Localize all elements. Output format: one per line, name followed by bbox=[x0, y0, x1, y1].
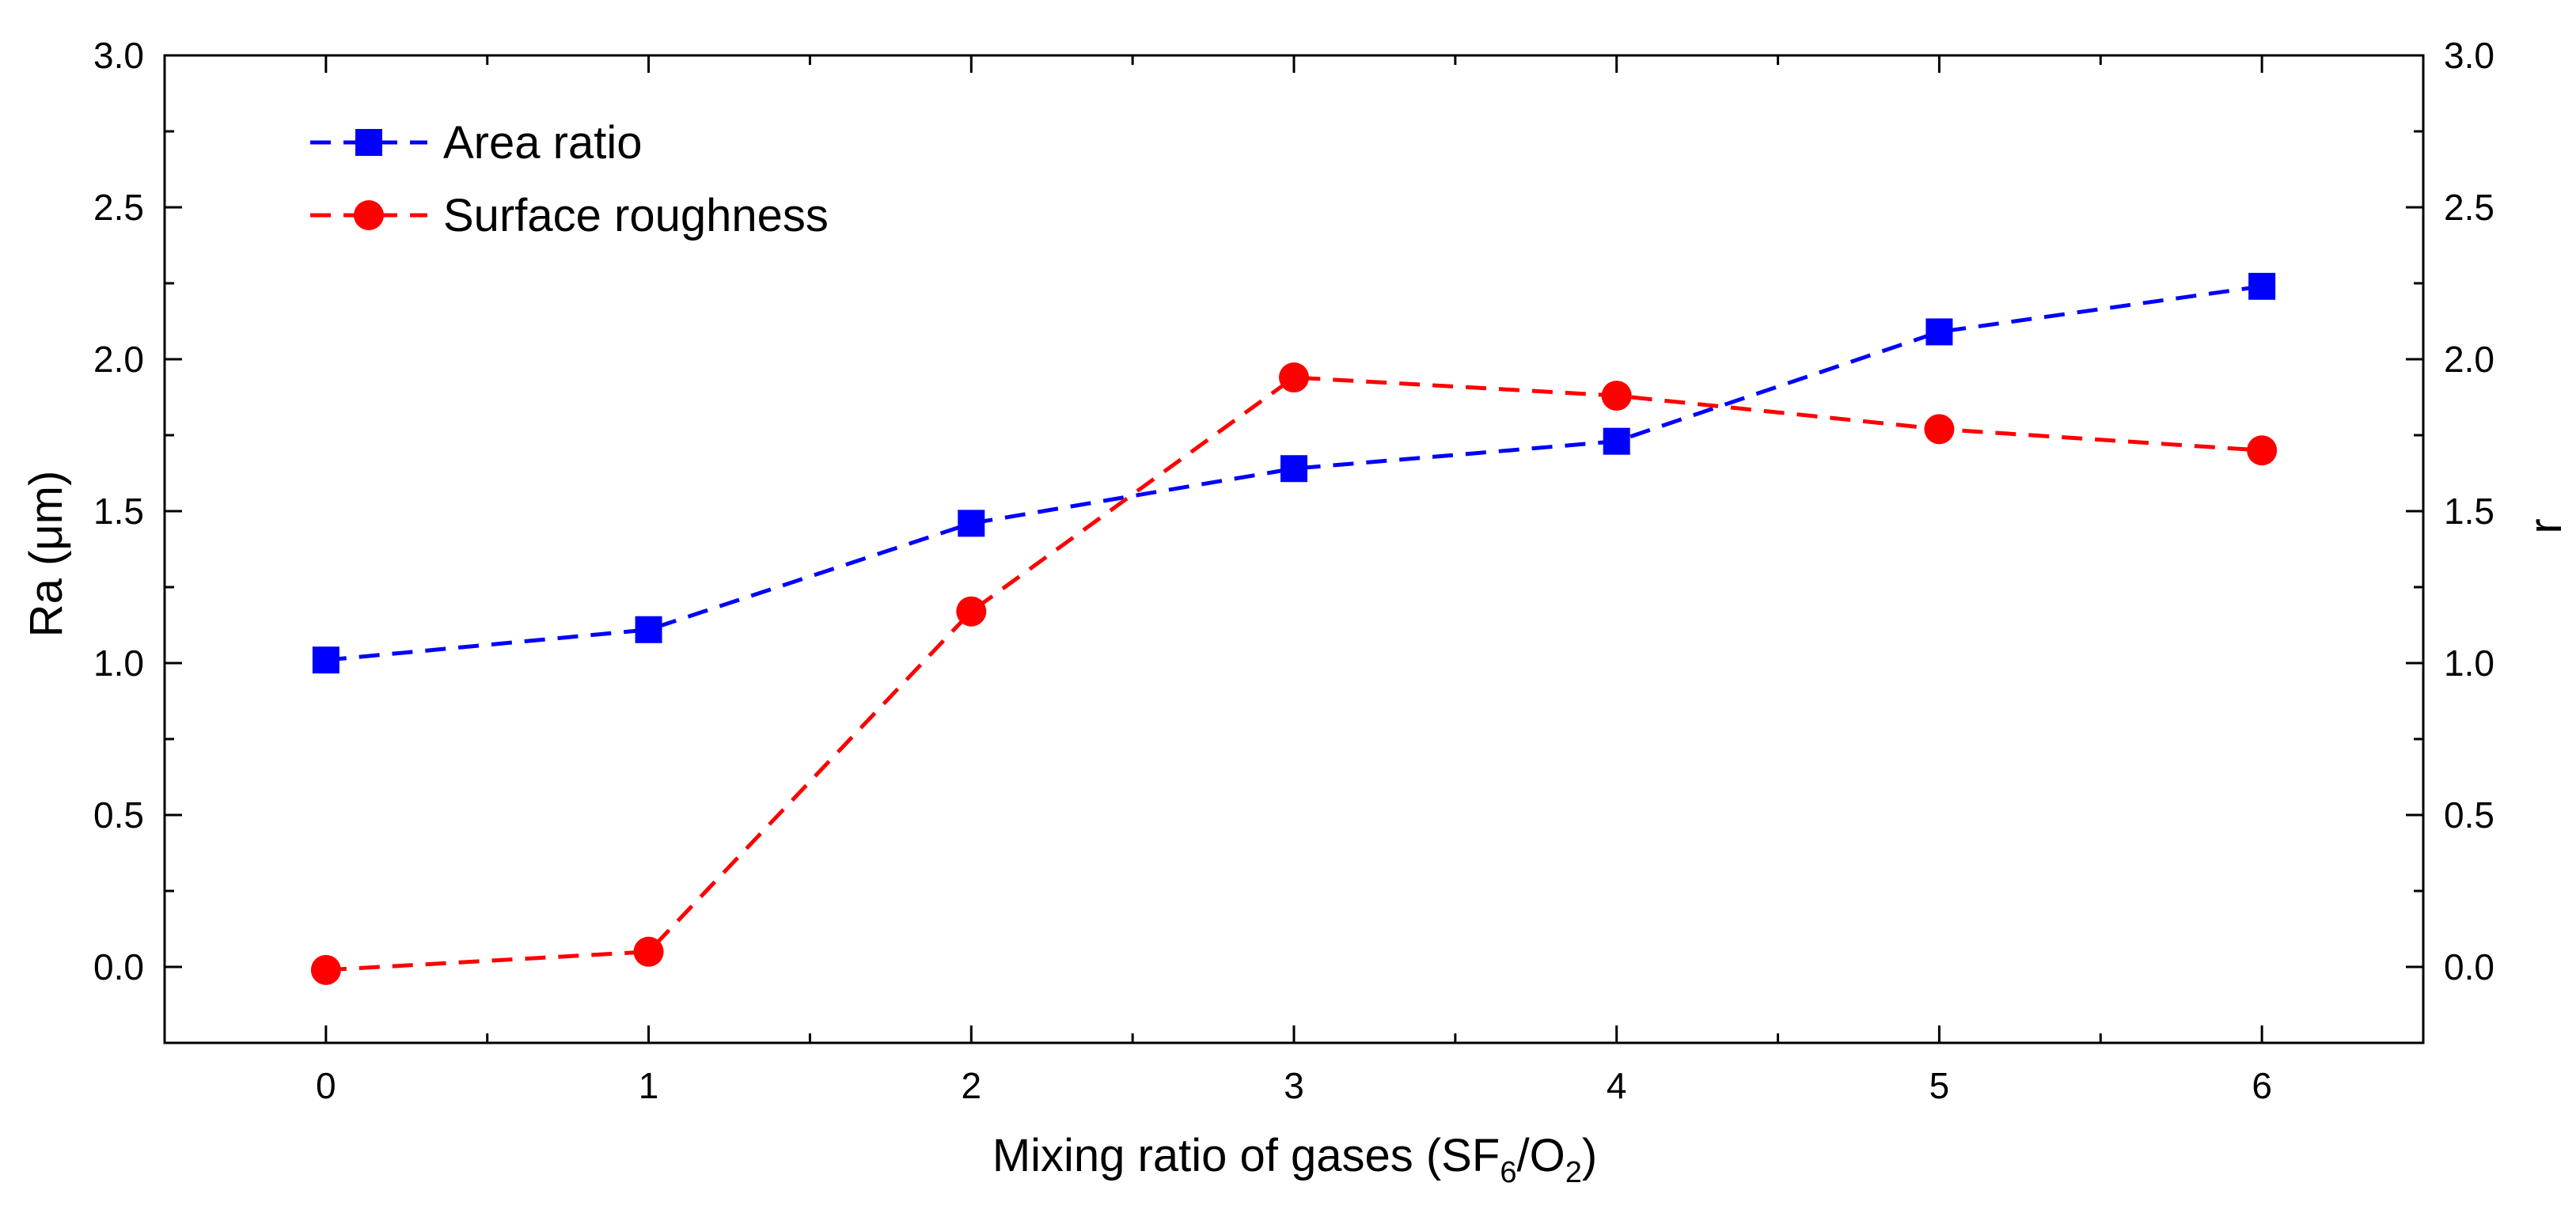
y-tick-label: 2.5 bbox=[93, 187, 144, 228]
data-point-square bbox=[958, 510, 985, 537]
data-point-circle bbox=[310, 954, 341, 985]
x-tick-label: 3 bbox=[1284, 1065, 1304, 1106]
data-point-square bbox=[635, 616, 662, 643]
x-tick-label: 5 bbox=[1929, 1065, 1950, 1106]
data-point-circle bbox=[1601, 381, 1632, 411]
y2-tick-label: 2.0 bbox=[2444, 339, 2494, 380]
x-axis-title-prefix: Mixing ratio of gases (SF bbox=[992, 1130, 1500, 1181]
y-tick-label: 2.0 bbox=[93, 339, 144, 380]
series-area-ratio bbox=[312, 272, 2276, 674]
legend-entry: Surface roughness bbox=[310, 190, 829, 241]
legend-marker-square bbox=[355, 129, 382, 156]
y2-tick-label: 0.5 bbox=[2444, 794, 2494, 836]
x-axis-title-sub2: 2 bbox=[1565, 1156, 1582, 1189]
legend-marker-circle bbox=[354, 200, 384, 230]
legend-entry: Area ratio bbox=[310, 117, 642, 169]
legend: Area ratio Surface roughness bbox=[310, 117, 829, 241]
y2-tick-label: 3.0 bbox=[2444, 35, 2494, 76]
y2-axis-title: r bbox=[2520, 518, 2571, 533]
x-tick-label: 1 bbox=[639, 1065, 659, 1106]
data-point-circle bbox=[2247, 435, 2278, 466]
x-tick-label: 6 bbox=[2252, 1065, 2272, 1106]
data-point-square bbox=[1925, 318, 1953, 346]
y-tick-label: 1.0 bbox=[93, 643, 144, 684]
x-tick-label: 2 bbox=[961, 1065, 981, 1106]
series-surface-roughness bbox=[310, 362, 2278, 985]
y-axis-title: Ra (μm) bbox=[21, 471, 72, 638]
data-point-circle bbox=[633, 936, 664, 967]
x-axis-title-suffix: ) bbox=[1582, 1130, 1597, 1181]
y-tick-label: 0.0 bbox=[93, 946, 144, 987]
axes: 0 1 2 3 4 5 6 0.0 0.0 0.5 0.5 1.0 1.0 1.5 1.5 2.0 2.0 2.5… bbox=[93, 35, 2494, 1106]
y2-tick-label: 1.5 bbox=[2444, 491, 2494, 532]
legend-label: Area ratio bbox=[443, 117, 642, 169]
y-tick-label: 1.5 bbox=[93, 491, 144, 532]
legend-label: Surface roughness bbox=[443, 190, 829, 241]
x-axis-title: Mixing ratio of gases (SF6/O2) bbox=[992, 1130, 1597, 1189]
data-point-square bbox=[1280, 455, 1307, 483]
data-point-square bbox=[2248, 272, 2276, 300]
y2-tick-label: 2.5 bbox=[2444, 187, 2494, 228]
y-tick-label: 0.5 bbox=[93, 794, 144, 836]
y2-tick-label: 1.0 bbox=[2444, 643, 2494, 684]
data-point-square bbox=[312, 646, 340, 674]
data-point-square bbox=[1603, 427, 1630, 455]
y-tick-label: 3.0 bbox=[93, 35, 144, 76]
x-tick-label: 4 bbox=[1607, 1065, 1627, 1106]
data-point-circle bbox=[956, 596, 987, 627]
y2-tick-label: 0.0 bbox=[2444, 946, 2494, 987]
x-axis-title-sub1: 6 bbox=[1500, 1156, 1516, 1189]
data-point-circle bbox=[1924, 414, 1955, 445]
data-point-circle bbox=[1279, 362, 1309, 393]
series-layer bbox=[310, 272, 2278, 985]
x-axis-title-mid: /O bbox=[1516, 1130, 1565, 1181]
x-tick-label: 0 bbox=[316, 1065, 336, 1106]
